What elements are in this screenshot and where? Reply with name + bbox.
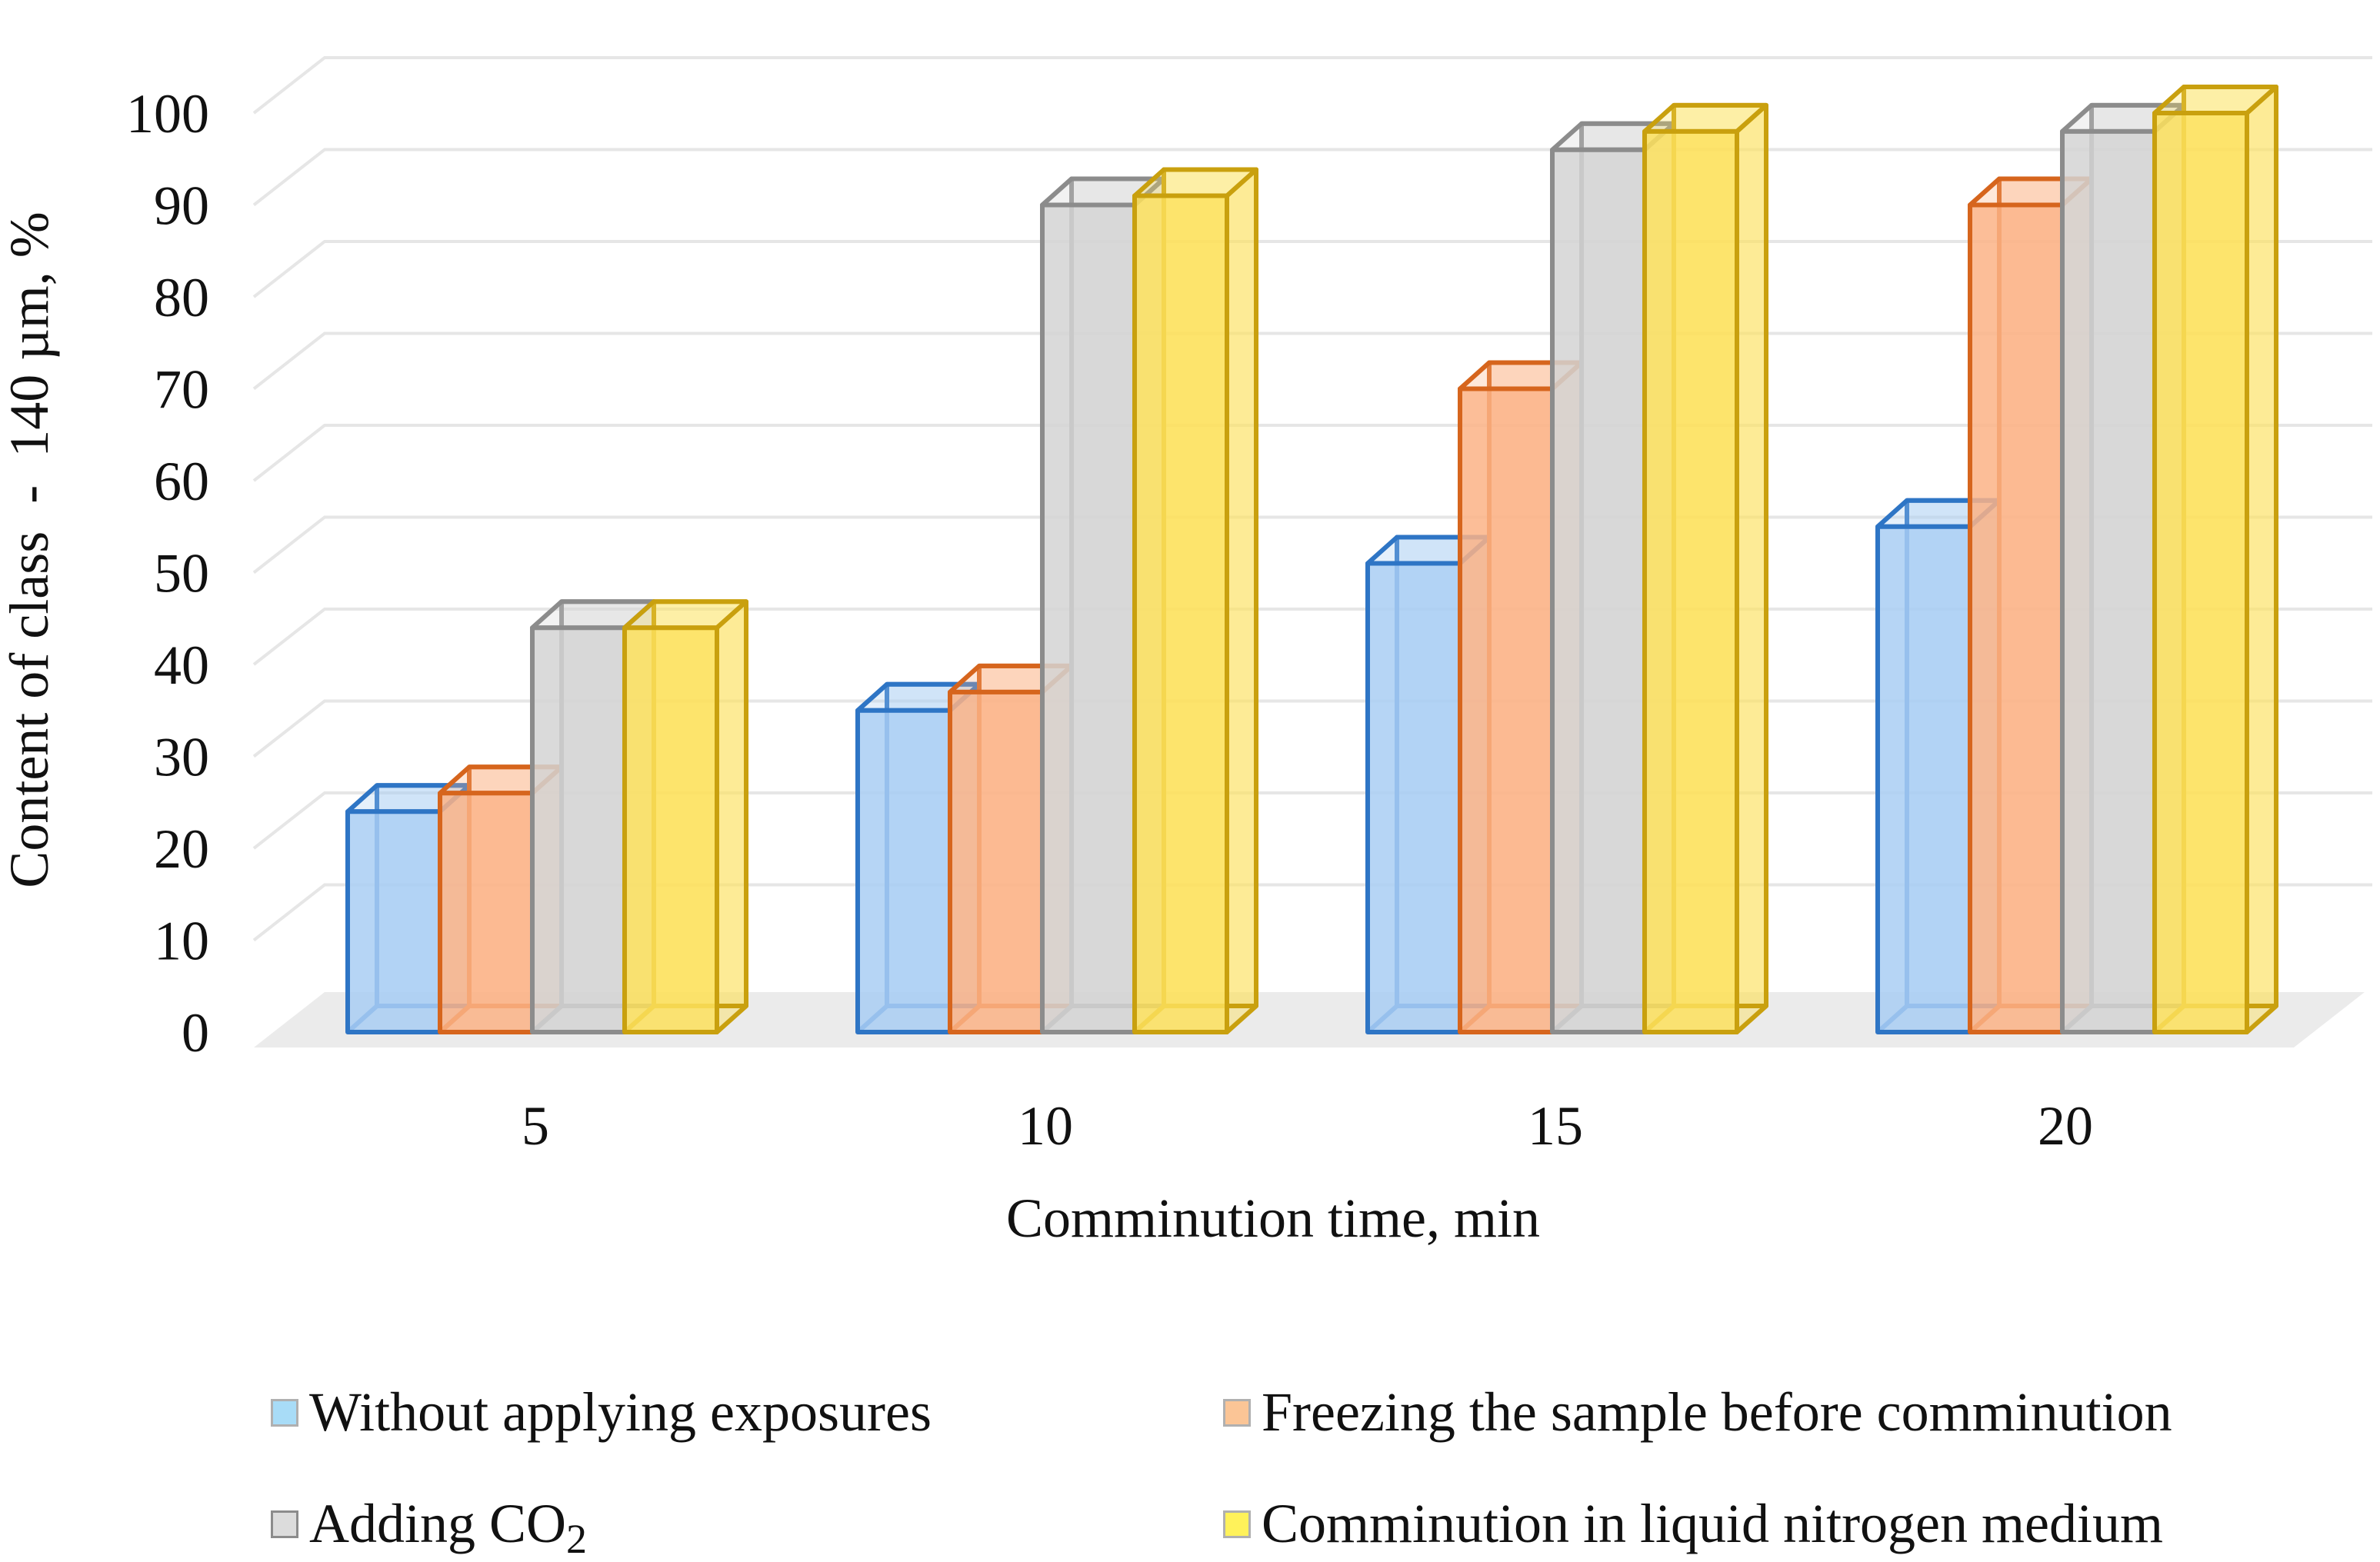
chart-floor: [254, 992, 2365, 1047]
bar-front-face: [622, 625, 719, 1034]
x-tick-label: 15: [1528, 1095, 1583, 1157]
bar: [1132, 167, 1258, 1034]
bar-front-face: [2152, 111, 2249, 1034]
x-tick-label: 20: [2038, 1095, 2093, 1157]
bar-side-face: [1735, 102, 1768, 1034]
bar: [1642, 102, 1768, 1034]
y-tick-label: 80: [154, 267, 209, 328]
bar-front-face: [1132, 193, 1229, 1034]
y-tick-label: 90: [154, 175, 209, 237]
bar-front-face: [855, 708, 952, 1034]
bar-front-face: [2060, 128, 2157, 1034]
x-axis-ticks: 5 10 15 20: [522, 1095, 2093, 1157]
y-tick-label: 0: [182, 1002, 209, 1064]
y-tick-label: 100: [126, 83, 209, 145]
bar-front-face: [1550, 147, 1647, 1034]
y-axis-label: Content of class - 140 µm, %: [0, 211, 60, 888]
bar-front-face: [1968, 202, 2065, 1034]
y-tick-label: 70: [154, 359, 209, 421]
bar-side-face: [715, 599, 748, 1034]
bar-front-face: [1458, 386, 1555, 1034]
y-tick-label: 60: [154, 451, 209, 512]
floor-plane: [254, 992, 2365, 1047]
bar: [2152, 85, 2278, 1034]
bar-side-face: [1225, 167, 1258, 1034]
bar-front-face: [438, 791, 535, 1035]
y-tick-label: 20: [154, 818, 209, 880]
x-tick-label: 5: [522, 1095, 549, 1157]
bar-front-face: [1875, 524, 1972, 1034]
bar-front-face: [1642, 128, 1739, 1034]
bar: [622, 599, 748, 1034]
bar-side-face: [2245, 85, 2278, 1034]
grid-line: [252, 56, 2372, 115]
bar-front-face: [1365, 561, 1462, 1034]
y-axis-ticks: 0 10 20 30 40 50 60 70 80 90 100: [126, 83, 209, 1064]
bar-front-face: [530, 625, 627, 1034]
x-tick-label: 10: [1018, 1095, 1073, 1157]
bar-front-face: [1040, 202, 1137, 1034]
bar-front-face: [345, 809, 442, 1034]
x-axis-label: Comminution time, min: [1006, 1187, 1540, 1249]
bars: [345, 85, 2278, 1035]
y-tick-label: 10: [154, 911, 209, 972]
y-tick-label: 40: [154, 634, 209, 696]
y-tick-label: 50: [154, 543, 209, 604]
bar-front-face: [948, 689, 1045, 1034]
y-tick-label: 30: [154, 727, 209, 788]
